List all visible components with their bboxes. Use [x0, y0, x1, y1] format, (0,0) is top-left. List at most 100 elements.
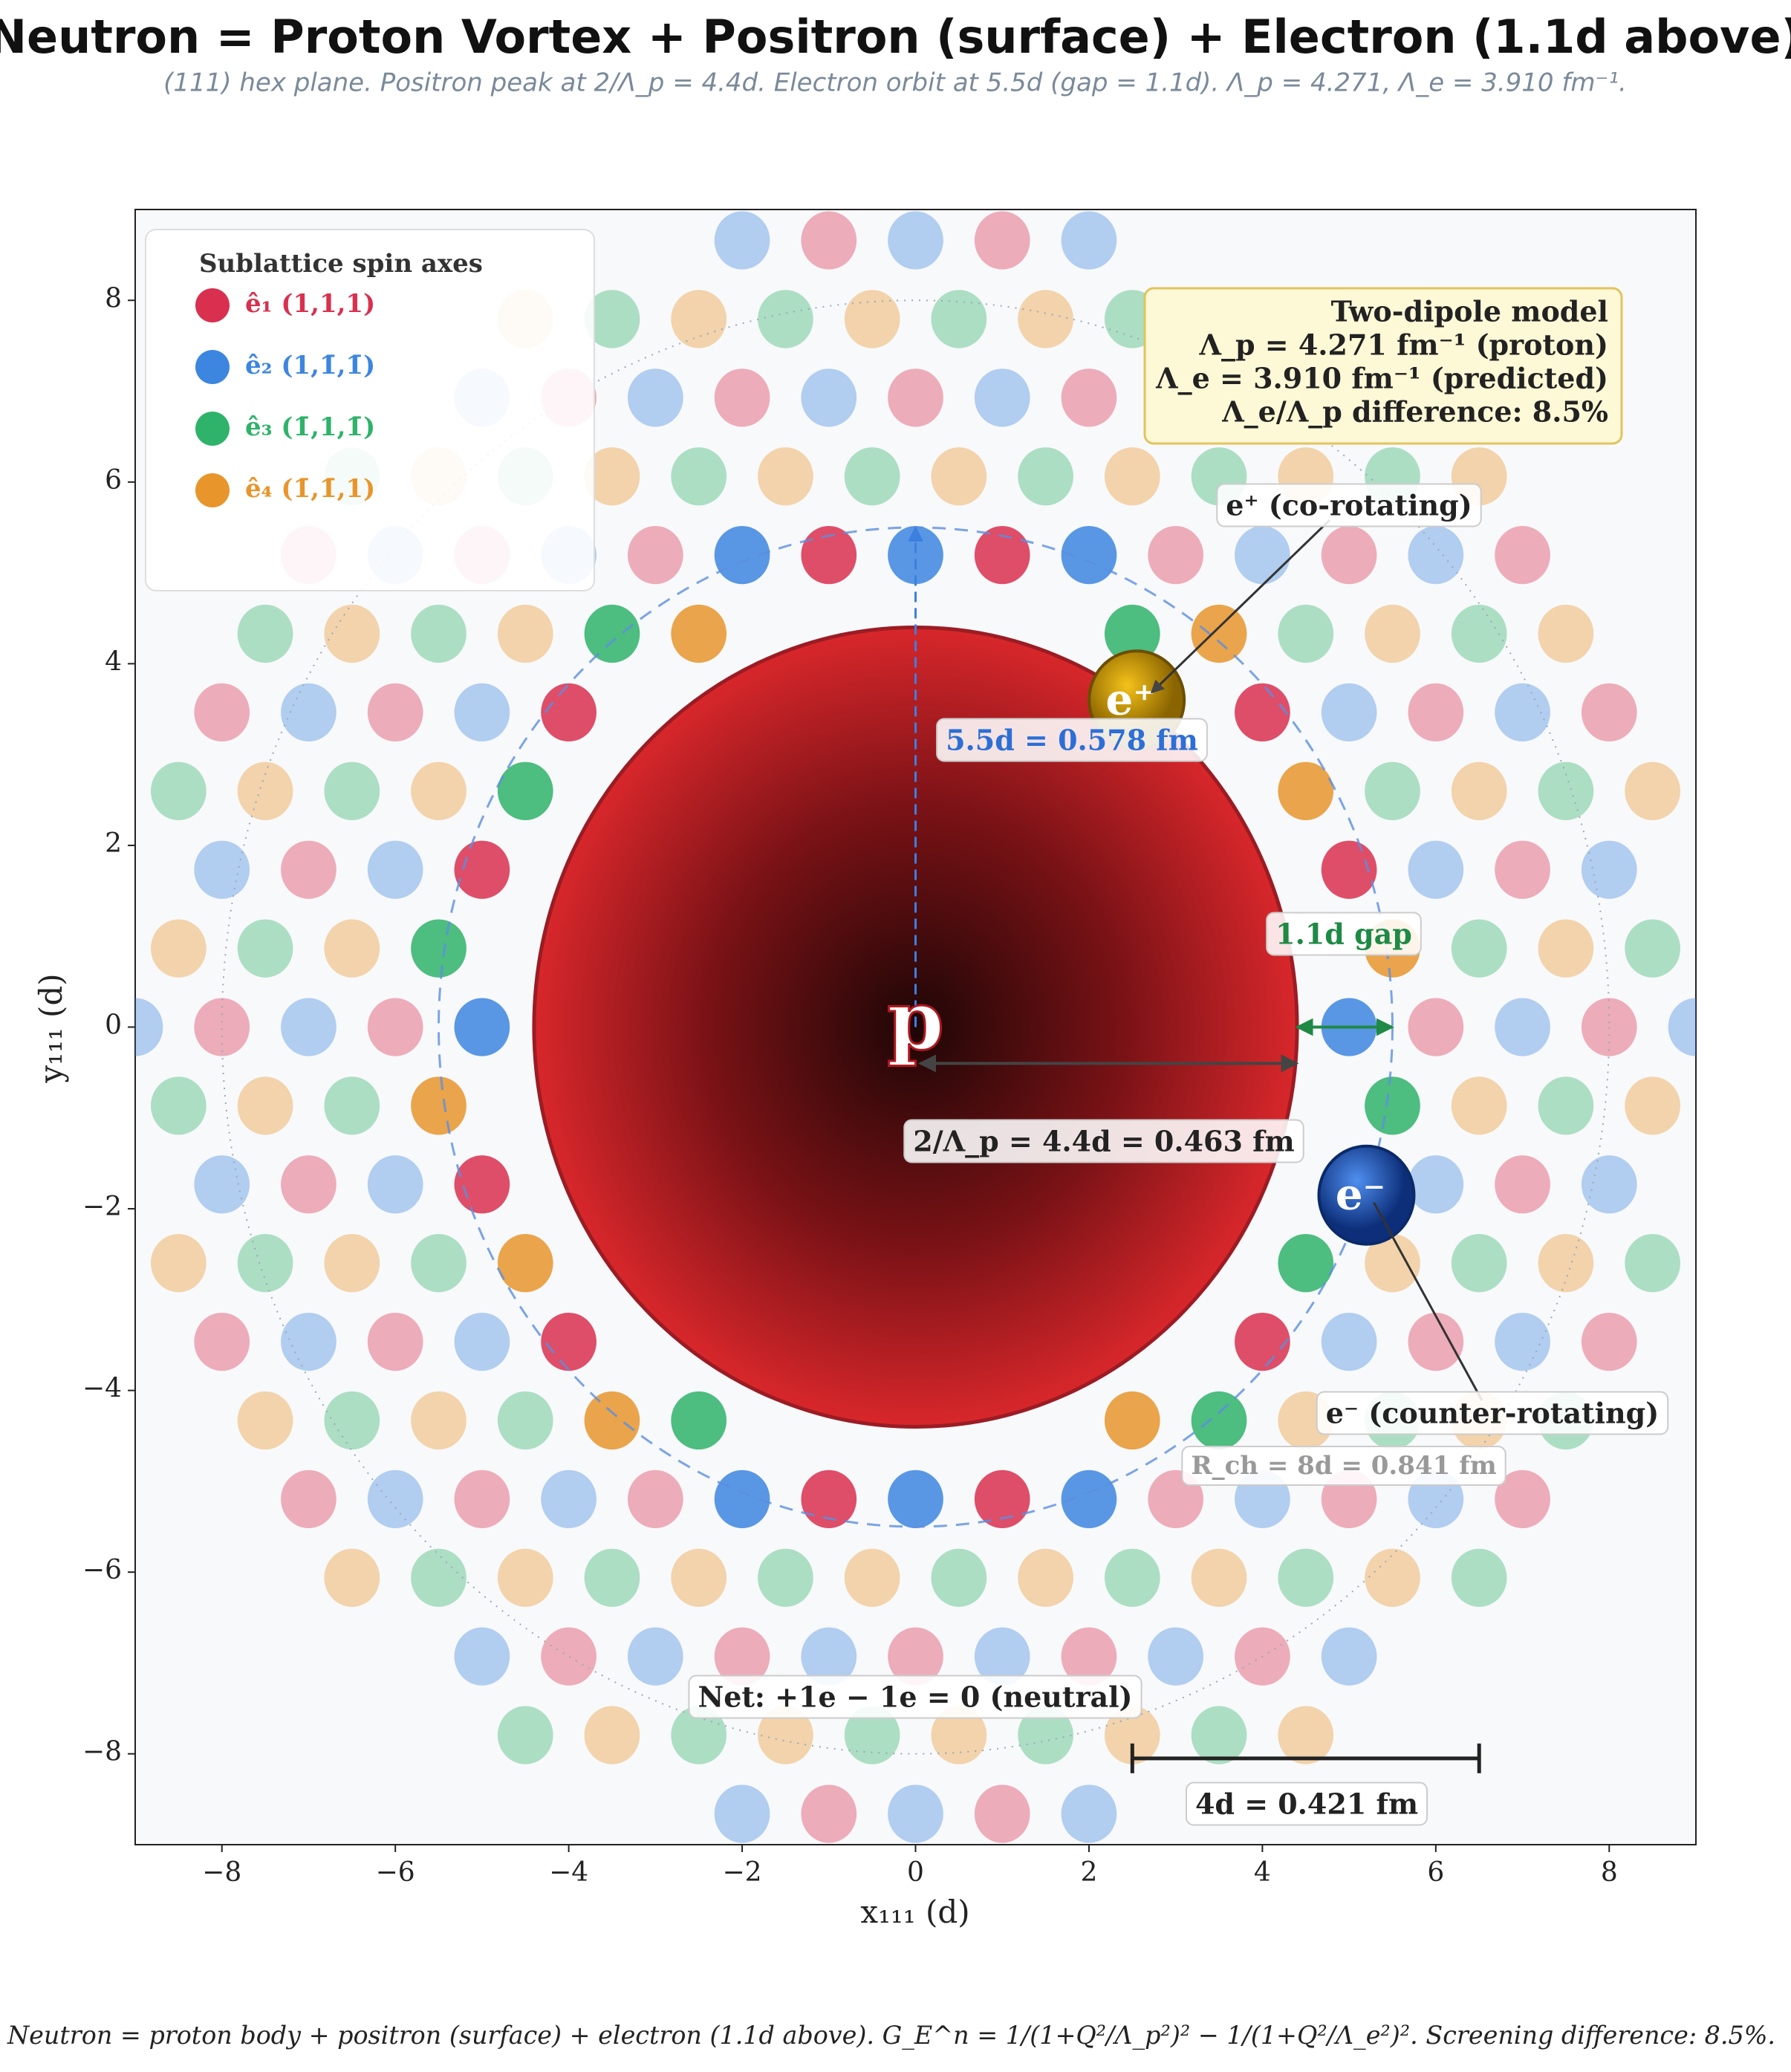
gap-annotation-box [1266, 912, 1422, 956]
y-tick-label: −8 [82, 1737, 122, 1767]
x-tick-label: 0 [907, 1857, 924, 1888]
lattice-site [1495, 683, 1550, 742]
x-axis-label: x₁₁₁ (d) [860, 1894, 969, 1930]
lattice-site [1061, 368, 1117, 427]
lattice-site [801, 368, 857, 427]
legend-label: ê₂ (1,1̄,1̄) [245, 351, 375, 380]
lattice-site [1581, 1155, 1637, 1214]
lattice-site [237, 761, 293, 820]
lattice-site [281, 1312, 337, 1371]
lattice-site [844, 447, 900, 506]
lattice-site [888, 211, 943, 270]
lattice-site [1278, 1706, 1334, 1764]
lattice-site [324, 1391, 380, 1450]
lattice-site [151, 1076, 207, 1135]
lattice-site [714, 368, 770, 427]
legend-marker [195, 350, 230, 384]
lattice-site [1061, 211, 1117, 270]
lattice-site [1451, 1548, 1507, 1607]
lattice-site [801, 1784, 857, 1843]
lattice-site [1191, 604, 1247, 663]
lattice-site [1321, 840, 1377, 899]
lattice-site [281, 1155, 337, 1214]
lattice-site [411, 761, 467, 820]
lattice-site [1625, 761, 1680, 820]
orbit-annotation: 5.5d = 0.578 fm [946, 724, 1198, 757]
lattice-site [324, 1548, 380, 1607]
lattice-site [1278, 1234, 1334, 1293]
lattice-site [281, 840, 337, 899]
lattice-site [135, 998, 163, 1056]
lattice-site [194, 840, 250, 899]
lattice-site [411, 604, 467, 663]
lattice-site [627, 1469, 683, 1529]
lattice-site [194, 1155, 250, 1214]
legend-marker [195, 473, 230, 507]
lattice-site [324, 919, 380, 978]
lattice-site [1148, 525, 1204, 585]
x-tick-label: −6 [376, 1857, 415, 1888]
lattice-site [151, 1234, 207, 1293]
lattice-site [714, 211, 770, 270]
y-tick-label: 2 [105, 828, 122, 859]
lattice-site [237, 1234, 293, 1293]
lattice-site [237, 604, 293, 663]
positron-annotation-box [1216, 483, 1482, 527]
electron-annotation-box [1316, 1391, 1669, 1435]
legend-label: ê₃ (1̄,1,1̄) [245, 412, 375, 442]
lattice-site [1625, 1076, 1680, 1135]
lattice-site [888, 525, 943, 585]
lattice-site [974, 368, 1030, 427]
lattice-site [1408, 683, 1464, 742]
lattice-site [714, 525, 770, 585]
y-tick-label: 8 [105, 283, 122, 314]
lattice-site [1104, 447, 1160, 506]
lattice-site [1321, 683, 1377, 742]
lattice-site [1451, 1076, 1507, 1135]
lattice-site [367, 683, 423, 742]
model-box-line: Λ_e = 3.910 fm⁻¹ (predicted) [1155, 362, 1608, 395]
lattice-site [974, 1784, 1030, 1843]
lattice-site [671, 1391, 727, 1450]
scale-bar-label-box [1185, 1782, 1428, 1826]
lattice-site [1061, 1469, 1117, 1529]
y-tick-label: 0 [105, 1010, 122, 1041]
lattice-site [584, 1706, 640, 1764]
proton-radius-annotation-box [903, 1119, 1304, 1163]
lattice-site [1365, 1548, 1420, 1607]
lattice-site [758, 1548, 813, 1607]
lattice-site [367, 998, 423, 1056]
scale-bar-label: 4d = 0.421 fm [1195, 1787, 1418, 1821]
lattice-site [1278, 761, 1334, 820]
y-tick-label: 4 [105, 646, 122, 677]
lattice-site [454, 683, 510, 742]
charge-radius-circle [221, 299, 1610, 1755]
lattice-site [671, 290, 727, 348]
lattice-site [367, 1312, 423, 1371]
lattice-site [1104, 1706, 1160, 1764]
lattice-site [324, 761, 380, 820]
lattice-site [714, 1627, 770, 1686]
net-charge-annotation-box [688, 1675, 1142, 1719]
plot-layer: p e⁺ e⁻ [135, 211, 1696, 1843]
lattice-site [541, 1312, 597, 1371]
lattice-site [1365, 761, 1420, 820]
lattice-site [497, 604, 553, 663]
model-box-line: Λ_p = 4.271 fm⁻¹ (proton) [1199, 328, 1608, 362]
electron [1317, 1144, 1416, 1246]
lattice-site [1235, 1312, 1290, 1371]
lattice-site [1191, 1706, 1247, 1764]
lattice-site [1538, 1076, 1594, 1135]
lattice-site [281, 998, 337, 1056]
lattice-site [1408, 1155, 1464, 1214]
y-tick-label: −2 [82, 1192, 122, 1222]
lattice-site [627, 368, 683, 427]
lattice-site [411, 1076, 467, 1135]
lattice-site [974, 211, 1030, 270]
lattice-site [194, 683, 250, 742]
lattice-site [1365, 1076, 1420, 1135]
lattice-site [541, 1627, 597, 1686]
lattice-site [671, 1548, 727, 1607]
lattice-site [324, 604, 380, 663]
lattice-site [497, 1234, 553, 1293]
